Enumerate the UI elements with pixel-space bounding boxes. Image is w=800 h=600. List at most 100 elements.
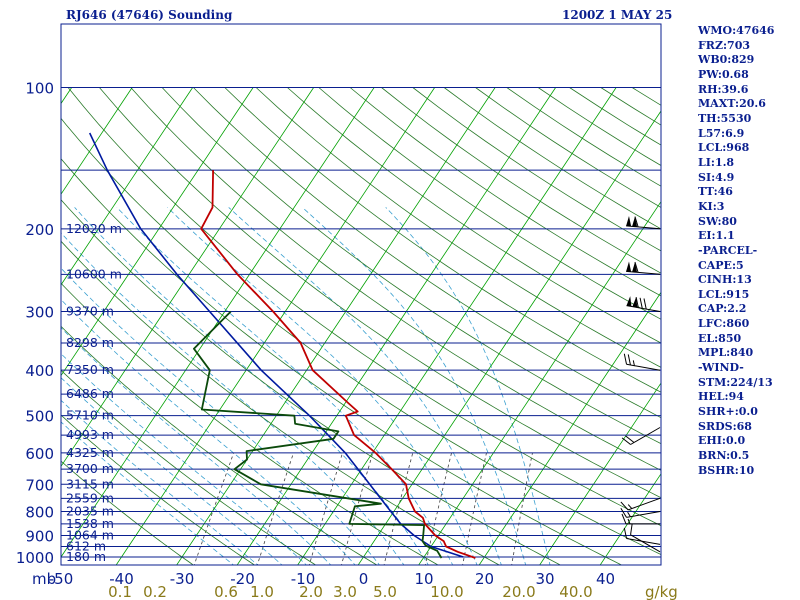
wind-barb bbox=[623, 353, 661, 371]
pressure-tick-label: 800 bbox=[25, 504, 54, 522]
index-item: FRZ:703 bbox=[698, 38, 751, 52]
dry-adiabat-line bbox=[61, 117, 661, 556]
mixing-ratio-line bbox=[341, 452, 374, 565]
pressure-tick-label: 700 bbox=[25, 476, 54, 494]
temperature-trace bbox=[200, 170, 476, 559]
index-item: BRN:0.5 bbox=[698, 449, 750, 463]
wind-barb bbox=[626, 216, 661, 230]
isotherm-line bbox=[478, 291, 661, 565]
index-item: TH:5530 bbox=[698, 111, 752, 125]
index-item: LI:1.8 bbox=[698, 155, 735, 169]
index-item: EI:1.1 bbox=[698, 229, 735, 243]
pressure-tick-label: 500 bbox=[25, 408, 54, 426]
isotherm-line bbox=[61, 87, 314, 468]
moist-adiabat-line bbox=[74, 207, 429, 565]
isotherm-line bbox=[599, 473, 661, 565]
mixing-ratio-tick-label: 10.0 bbox=[430, 583, 463, 600]
isotherm-line bbox=[297, 87, 617, 565]
mixing-ratio-tick-label: 1.0 bbox=[250, 583, 274, 600]
index-item: PW:0.68 bbox=[698, 67, 749, 81]
index-item: LFC:860 bbox=[698, 317, 750, 331]
index-item: -WIND- bbox=[698, 361, 744, 375]
index-item: TT:46 bbox=[698, 185, 733, 199]
height-label: 1064 m bbox=[66, 528, 114, 543]
isotherm-line bbox=[357, 110, 661, 565]
height-label: 3115 m bbox=[66, 476, 114, 491]
height-label: 180 m bbox=[66, 549, 106, 564]
index-item: EHI:0.0 bbox=[698, 434, 746, 448]
wind-barb bbox=[621, 513, 660, 525]
index-item: L57:6.9 bbox=[698, 126, 745, 140]
wind-barb bbox=[630, 524, 661, 553]
height-label: 3700 m bbox=[66, 461, 114, 476]
height-label: 612 m bbox=[66, 539, 106, 554]
index-item: LCL:915 bbox=[698, 287, 750, 301]
height-label: 5710 m bbox=[66, 408, 114, 423]
dry-adiabat-line bbox=[349, 87, 661, 297]
moist-adiabat-line bbox=[61, 327, 332, 565]
mixing-ratio-tick-label: 3.0 bbox=[333, 583, 357, 600]
isotherm-line bbox=[539, 382, 661, 565]
index-item: SRDS:68 bbox=[698, 419, 752, 433]
isotherm-line bbox=[236, 87, 556, 565]
height-label: 7350 m bbox=[66, 362, 114, 377]
moist-adiabat-line bbox=[61, 377, 283, 565]
moist-adiabat-line bbox=[61, 421, 235, 565]
mixing-ratio-tick-label: 20.0 bbox=[502, 583, 535, 600]
pressure-tick-label: 200 bbox=[25, 221, 54, 239]
index-item: CAPE:5 bbox=[698, 258, 744, 272]
temperature-tick-label: -20 bbox=[230, 570, 255, 588]
dry-adiabat-line bbox=[318, 87, 661, 320]
mixing-ratio-tick-label: 0.6 bbox=[214, 583, 238, 600]
wind-barb bbox=[620, 497, 661, 511]
height-label: 9370 m bbox=[66, 304, 114, 319]
height-label: 4325 m bbox=[66, 445, 114, 460]
moist-adiabat-line bbox=[61, 399, 259, 565]
height-label: 8298 m bbox=[66, 335, 114, 350]
index-item: WMO:47646 bbox=[698, 24, 775, 37]
wind-barb bbox=[621, 427, 661, 445]
index-item: CAP:2.2 bbox=[698, 302, 747, 316]
height-label: 4993 m bbox=[66, 427, 114, 442]
dry-adiabat-line bbox=[61, 369, 317, 565]
stability-indices-list: WMO:47646 FRZ:703 WB0:829 PW:0.68 RH:39.6 MAX… bbox=[698, 24, 774, 478]
index-item: SI:4.9 bbox=[698, 170, 735, 184]
temperature-tick-label: 10 bbox=[414, 570, 433, 588]
isotherm-line bbox=[61, 87, 133, 195]
mixing-ratio-line bbox=[424, 452, 452, 565]
pressure-tick-label: 300 bbox=[25, 304, 54, 322]
isotherm-line bbox=[176, 87, 496, 565]
temperature-tick-label: -40 bbox=[109, 570, 134, 588]
moist-adiabat-line bbox=[61, 298, 356, 565]
mixing-ratio-tick-label: 0.2 bbox=[143, 583, 167, 600]
x-unit-label: mb bbox=[32, 570, 56, 588]
height-label: 6486 m bbox=[66, 386, 114, 401]
dry-adiabat-line bbox=[161, 87, 661, 445]
pressure-tick-label: 400 bbox=[25, 362, 54, 380]
moist-adiabat-line bbox=[167, 207, 478, 565]
pressure-tick-label: 100 bbox=[25, 80, 54, 98]
wind-barb bbox=[623, 527, 661, 545]
isotherm-line bbox=[115, 87, 435, 565]
mixing-ratio-tick-label: 0.1 bbox=[108, 583, 132, 600]
temperature-tick-label: 20 bbox=[475, 570, 494, 588]
isotherm-line bbox=[418, 200, 661, 565]
dry-adiabat-line bbox=[61, 282, 439, 565]
wind-barb bbox=[626, 296, 661, 312]
index-item: SW:80 bbox=[698, 214, 737, 228]
parcel-trace bbox=[88, 132, 464, 558]
moist-adiabat-line bbox=[385, 207, 551, 565]
isotherms bbox=[61, 87, 661, 565]
moist-adiabat-line bbox=[61, 267, 381, 565]
dry-adiabat-line bbox=[287, 87, 661, 344]
index-item: RH:39.6 bbox=[698, 82, 749, 96]
dry-adiabat-line bbox=[61, 414, 256, 565]
chart-datetime: 1200Z 1 MAY 25 bbox=[562, 8, 673, 22]
dry-adiabat-line bbox=[224, 87, 661, 393]
height-label: 1538 m bbox=[66, 516, 114, 531]
mixing-ratio-line bbox=[462, 452, 487, 565]
index-item: WB0:829 bbox=[698, 53, 755, 67]
plot-frame bbox=[60, 23, 662, 566]
index-item: KI:3 bbox=[698, 199, 725, 213]
chart-title: RJ646 (47646) Sounding bbox=[66, 8, 233, 22]
